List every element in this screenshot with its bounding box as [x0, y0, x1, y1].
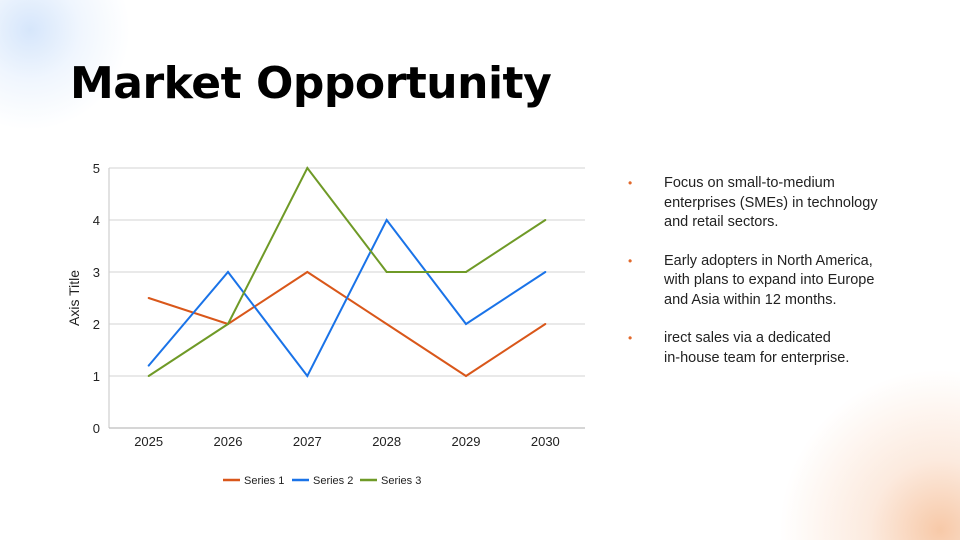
x-tick-label: 2026	[214, 434, 243, 449]
bullet-text: and retail sectors.	[664, 214, 779, 230]
series-3-point	[544, 219, 547, 221]
bullet-text: irect sales via a dedicated	[664, 330, 831, 346]
series-3-point	[147, 375, 150, 377]
y-tick-label: 0	[93, 421, 100, 436]
x-tick-label: 2025	[134, 434, 163, 449]
bullet-text: enterprises (SMEs) in technology	[664, 194, 878, 211]
bullet-item: • irect sales via a dedicated in-house tea…	[624, 329, 924, 368]
y-tick-label: 3	[93, 265, 100, 280]
x-tick-label: 2028	[372, 434, 401, 449]
bullet-text: and Asia within 12 months.	[664, 291, 837, 308]
bullet-dot-icon: •	[628, 331, 633, 345]
y-tick-label: 1	[93, 369, 100, 384]
series-2-point	[544, 271, 547, 273]
series-1-point	[544, 323, 547, 325]
series-3-point	[306, 167, 309, 169]
x-tick-label: 2030	[531, 434, 560, 449]
y-tick-label: 4	[93, 213, 100, 228]
series-2-point	[465, 323, 467, 325]
bullet-dot-icon: •	[628, 253, 633, 268]
series-2-point	[147, 364, 150, 367]
bullet-text: Focus on small-to-medium	[664, 175, 835, 191]
series-3-point	[385, 271, 388, 273]
bullet-item: • Focus on small-to-medium enterprises (SM…	[624, 174, 924, 233]
x-tick-label: 2027	[293, 434, 322, 449]
y-tick-label: 2	[93, 317, 100, 332]
series-2-point	[385, 219, 388, 221]
page-title: Market Opportunity	[70, 58, 552, 109]
legend-label: Series 3	[381, 475, 421, 487]
series-3-point	[465, 271, 467, 273]
series-3-point	[227, 323, 229, 325]
series-2-line	[147, 218, 546, 378]
bullet-dot-icon: •	[628, 176, 633, 190]
series-2-point	[227, 271, 229, 273]
bullet-text: with plans to expand into Europe	[664, 272, 875, 288]
y-axis-title: Axis Title	[66, 270, 82, 326]
x-tick-label: 2029	[452, 434, 481, 449]
series-1-point	[147, 297, 150, 299]
series-3-line	[148, 166, 546, 377]
series-1-point	[385, 323, 388, 325]
series-2-point	[306, 375, 309, 377]
legend-label: Series 2	[313, 475, 353, 487]
legend-label: Series 1	[244, 475, 284, 487]
series-1-point	[465, 375, 467, 377]
bullet-text: in-house team for enterprise.	[664, 349, 850, 366]
bullet-list: • Focus on small-to-medium enterprises (SM…	[624, 174, 924, 387]
y-tick-label: 5	[93, 161, 100, 176]
series-1-point	[306, 271, 309, 273]
bullet-text: Early adopters in North America,	[664, 252, 873, 269]
bullet-item: • Early adopters in North America, with pl…	[624, 252, 924, 311]
